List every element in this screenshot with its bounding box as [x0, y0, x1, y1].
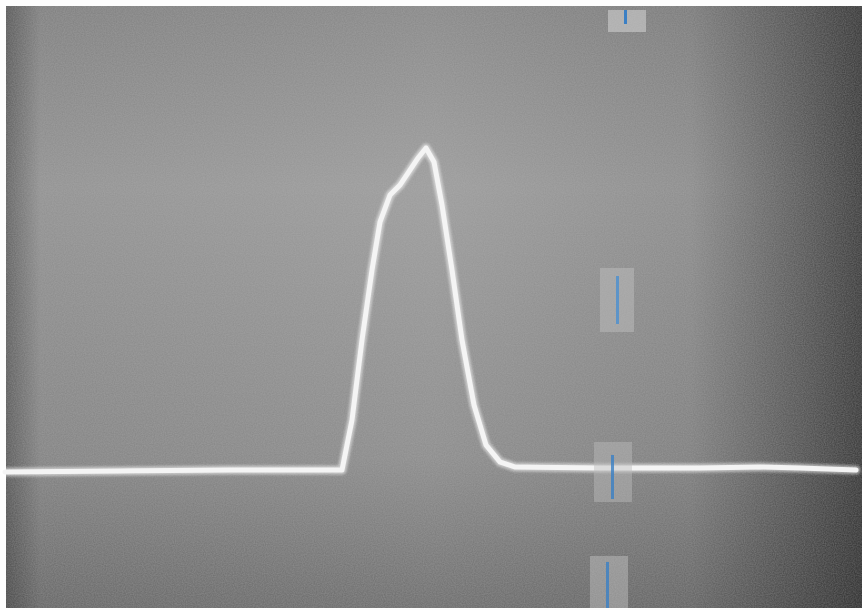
screen-grain [6, 6, 862, 608]
page: (() => { const data = JSON.parse(documen… [0, 0, 862, 610]
artifact [616, 276, 619, 324]
artifact [624, 10, 627, 24]
artifact [606, 562, 609, 608]
artifact [611, 455, 614, 499]
oscilloscope-photo [0, 0, 862, 610]
